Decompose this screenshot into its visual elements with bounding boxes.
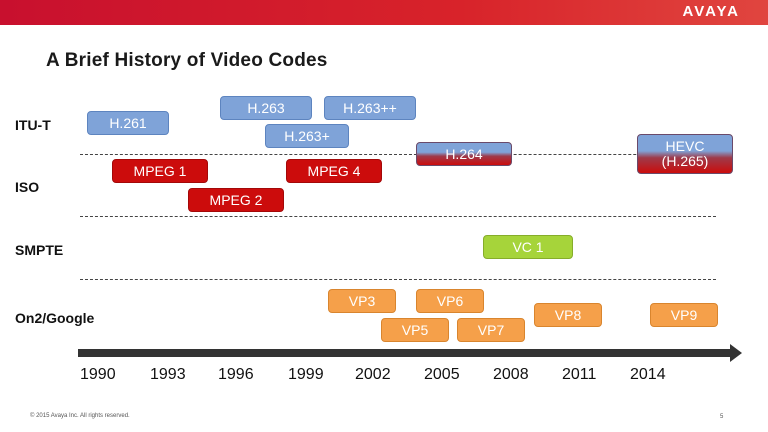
row-label-iso: ISO xyxy=(15,179,40,195)
separator-iso-smpte xyxy=(80,216,716,217)
codec-vp8: VP8 xyxy=(534,303,602,327)
codec-vp6: VP6 xyxy=(416,289,484,313)
codec-mpeg2-label: MPEG 2 xyxy=(209,191,263,208)
codec-h263p-label: H.263+ xyxy=(284,127,330,144)
codec-hevc-label: HEVC xyxy=(665,138,705,154)
separator-itu-iso xyxy=(80,154,716,155)
avaya-logo: AVAYA xyxy=(682,3,740,20)
year-label: 2011 xyxy=(562,366,597,383)
codec-h263pp-label: H.263++ xyxy=(343,99,397,116)
codec-vp3-label: VP3 xyxy=(348,292,376,309)
year-label: 1990 xyxy=(80,366,116,383)
arrow-head-icon xyxy=(730,344,742,362)
codec-vc1-label: VC 1 xyxy=(512,238,544,255)
year-label: 1996 xyxy=(218,366,254,383)
header-bar: AVAYA xyxy=(0,0,768,25)
year-label: 2002 xyxy=(355,366,391,383)
codec-h263p: H.263+ xyxy=(265,124,349,148)
codec-h263pp: H.263++ xyxy=(324,96,416,120)
year-label: 1993 xyxy=(150,366,186,383)
codec-mpeg1: MPEG 1 xyxy=(112,159,208,183)
row-label-on2-google: On2/Google xyxy=(15,310,95,326)
codec-h264-label: H.264 xyxy=(445,145,483,162)
codec-mpeg2: MPEG 2 xyxy=(188,188,284,212)
page-number: 5 xyxy=(720,414,724,420)
year-label: 2005 xyxy=(424,366,460,383)
codec-hevc-sub-label: (H.265) xyxy=(661,153,709,169)
codec-vp9-label: VP9 xyxy=(670,306,698,323)
year-label: 1999 xyxy=(288,366,324,383)
codec-vp3: VP3 xyxy=(328,289,396,313)
row-label-itu-t: ITU-T xyxy=(15,117,51,133)
codec-h263: H.263 xyxy=(220,96,312,120)
codec-mpeg4: MPEG 4 xyxy=(286,159,382,183)
copyright-text: © 2015 Avaya Inc. All rights reserved. xyxy=(30,413,130,419)
codec-vp5: VP5 xyxy=(381,318,449,342)
timeline-shaft xyxy=(78,349,732,357)
codec-mpeg4-label: MPEG 4 xyxy=(307,162,361,179)
codec-vp7-label: VP7 xyxy=(477,321,505,338)
codec-h264: H.264 xyxy=(416,142,512,166)
codec-h261-label: H.261 xyxy=(109,114,147,131)
year-label: 2014 xyxy=(630,366,666,383)
slide-title: A Brief History of Video Codes xyxy=(46,50,328,71)
codec-hevc: HEVC (H.265) xyxy=(637,134,733,174)
codec-vp5-label: VP5 xyxy=(401,321,429,338)
codec-mpeg1-label: MPEG 1 xyxy=(133,162,187,179)
separator-smpte-google xyxy=(80,279,716,280)
codec-vp6-label: VP6 xyxy=(436,292,464,309)
codec-vp9: VP9 xyxy=(650,303,718,327)
codec-vc1: VC 1 xyxy=(483,235,573,259)
codec-h261: H.261 xyxy=(87,111,169,135)
codec-vp8-label: VP8 xyxy=(554,306,582,323)
codec-h263-label: H.263 xyxy=(247,99,285,116)
codec-vp7: VP7 xyxy=(457,318,525,342)
row-label-smpte: SMPTE xyxy=(15,242,64,258)
year-label: 2008 xyxy=(493,366,529,383)
